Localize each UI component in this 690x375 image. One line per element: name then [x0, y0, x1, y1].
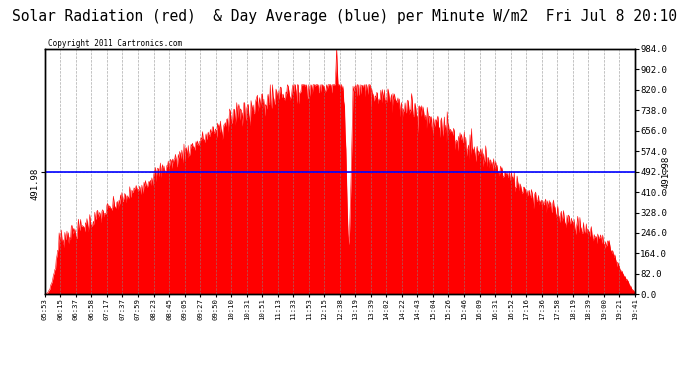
Text: 491.98: 491.98 — [661, 156, 671, 188]
Text: Solar Radiation (red)  & Day Average (blue) per Minute W/m2  Fri Jul 8 20:10: Solar Radiation (red) & Day Average (blu… — [12, 9, 678, 24]
Text: Copyright 2011 Cartronics.com: Copyright 2011 Cartronics.com — [48, 39, 182, 48]
